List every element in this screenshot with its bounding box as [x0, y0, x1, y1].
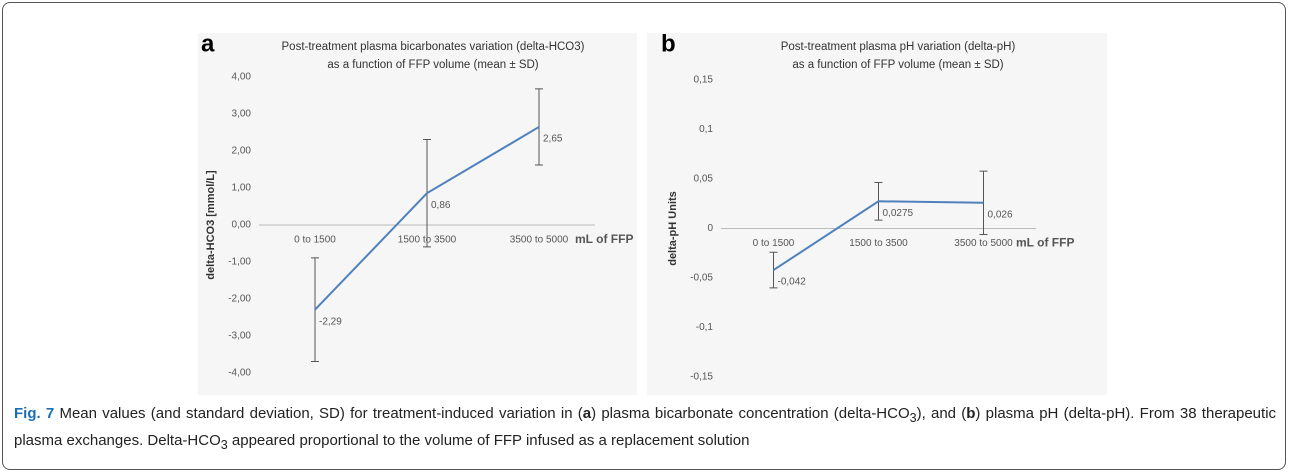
caption-text: appeared proportional to the volume of F… [227, 431, 750, 449]
x-tick-label: 0 to 1500 [753, 238, 795, 249]
panel-label: b [661, 30, 676, 57]
y-tick-label: -2,00 [228, 294, 251, 305]
y-tick-label: 0,1 [699, 124, 713, 135]
data-label: 0,0275 [883, 208, 914, 219]
caption-text: Mean values (and standard deviation, SD)… [54, 405, 583, 422]
y-axis-label: delta-HCO3 [mmol/L] [205, 170, 217, 280]
data-label: 0,86 [431, 200, 451, 211]
y-tick-label: 0,15 [694, 75, 714, 86]
x-tick-label: 3500 to 5000 [954, 238, 1013, 249]
data-label: 0,026 [988, 209, 1013, 220]
y-tick-label: -4,00 [228, 368, 251, 379]
caption-text: ) plasma bicarbonate concentration (delt… [591, 405, 910, 422]
caption-text: 3 [220, 437, 228, 452]
plot-background [198, 33, 637, 395]
caption-text: 3 [909, 411, 917, 425]
caption: Fig. 7 Mean values (and standard deviati… [14, 403, 1276, 456]
chart-title: Post-treatment plasma bicarbonates varia… [282, 41, 585, 53]
y-tick-label: 3,00 [232, 109, 252, 120]
chart-title: Post-treatment plasma pH variation (delt… [781, 41, 1016, 53]
y-tick-label: -0,1 [696, 322, 714, 333]
caption-text: b [966, 405, 976, 422]
caption-text: ), and ( [916, 405, 967, 422]
y-tick-label: -3,00 [228, 331, 251, 342]
y-axis-label: delta-pH Units [667, 191, 679, 266]
caption-label: Fig. 7 [14, 405, 55, 422]
y-tick-label: 0,05 [694, 174, 714, 185]
data-label: 2,65 [543, 134, 563, 145]
chart-title: as a function of FFP volume (mean ± SD) [792, 59, 1003, 71]
y-tick-label: 0 [707, 223, 713, 234]
data-label: -0,042 [778, 277, 807, 288]
y-tick-label: 4,00 [232, 72, 252, 83]
y-tick-label: -0,15 [690, 372, 713, 383]
y-tick-label: -1,00 [228, 257, 251, 268]
x-tick-label: 3500 to 5000 [510, 235, 569, 246]
panel-label: a [201, 30, 215, 57]
chart-title: as a function of FFP volume (mean ± SD) [327, 59, 538, 71]
x-tick-label: 0 to 1500 [294, 235, 336, 246]
data-line [314, 126, 540, 311]
y-tick-label: -0,05 [690, 273, 713, 284]
plot-background [647, 33, 1107, 395]
x-axis-label: mL of FFP [575, 232, 633, 246]
caption-text: ) plasma pH (delta-pH). From 38 therapeu… [14, 405, 1277, 449]
data-line [772, 200, 984, 271]
y-tick-label: 1,00 [232, 183, 252, 194]
y-tick-label: 2,00 [232, 146, 252, 157]
data-label: -2,29 [319, 316, 342, 327]
x-axis-label: mL of FFP [1016, 236, 1074, 250]
x-tick-label: 1500 to 3500 [849, 238, 908, 249]
y-tick-label: 0,00 [232, 220, 252, 231]
caption-text: a [582, 405, 592, 422]
charts: a Post-treatment plasma bicarbonates vari… [198, 30, 1107, 395]
